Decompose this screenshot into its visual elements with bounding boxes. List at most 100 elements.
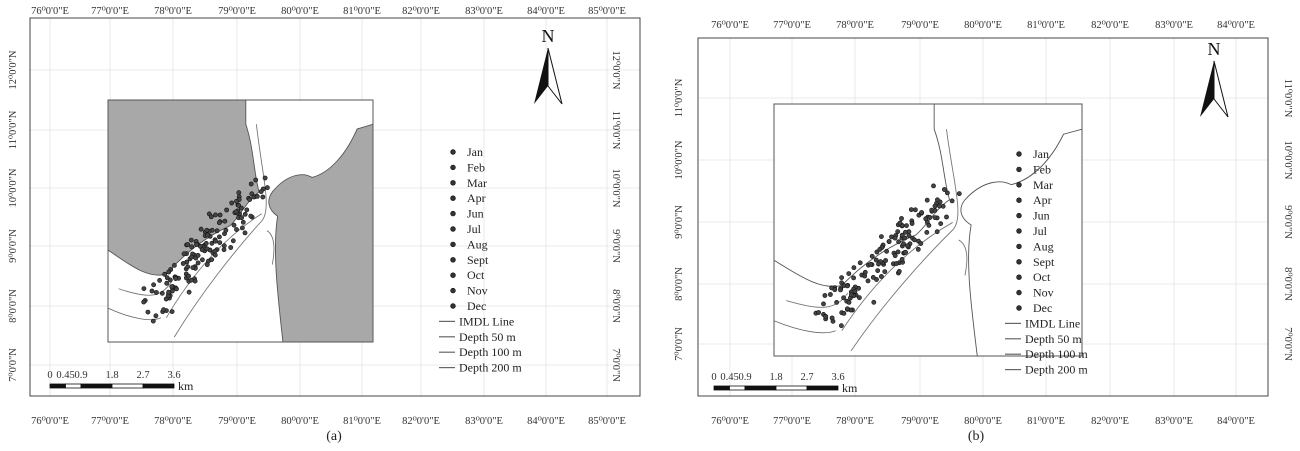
fishing-point xyxy=(869,253,875,259)
fishing-point xyxy=(166,289,171,295)
fishing-point xyxy=(956,191,962,197)
bottom-longitude-label: 81⁰0'0"E xyxy=(1027,416,1065,427)
fishing-point xyxy=(153,290,159,295)
north-label: N xyxy=(542,26,555,46)
fishing-point xyxy=(851,265,857,271)
legend-month-label: Jun xyxy=(1033,209,1050,223)
fishing-point xyxy=(845,283,850,289)
legend-month-label: Nov xyxy=(467,284,488,298)
fishing-point xyxy=(829,285,834,291)
fishing-point xyxy=(915,246,921,252)
top-longitude-label: 76⁰0'0"E xyxy=(711,20,749,31)
legend-marker xyxy=(450,226,456,232)
fishing-point xyxy=(188,277,194,283)
fishing-point xyxy=(834,299,839,305)
fishing-point xyxy=(906,233,912,239)
fishing-point xyxy=(166,269,172,275)
sri-lanka-landmass xyxy=(960,128,1083,357)
left-latitude-label: 8⁰0'0"N xyxy=(674,267,685,301)
legend-month-label: Aug xyxy=(467,237,488,251)
bottom-longitude-label: 77⁰0'0"E xyxy=(773,416,811,427)
top-longitude-label: 85⁰0'0"E xyxy=(588,6,626,17)
left-latitude-label: 12⁰0'0"N xyxy=(8,50,19,89)
legend-line-label: IMDL Line xyxy=(459,314,514,328)
fishing-point xyxy=(217,240,223,245)
legend-month-label: Jul xyxy=(467,222,482,236)
study-area-map xyxy=(773,103,1083,357)
fishing-point xyxy=(199,257,205,263)
right-latitude-label: 11⁰0'0"N xyxy=(610,111,621,150)
scale-number: 0 xyxy=(47,370,52,381)
fishing-point xyxy=(852,288,858,294)
fishing-point xyxy=(884,248,889,254)
fishing-point xyxy=(901,241,906,247)
bottom-longitude-label: 79⁰0'0"E xyxy=(901,416,939,427)
legend-line-label: Depth 200 m xyxy=(1025,363,1088,377)
bottom-longitude-label: 79⁰0'0"E xyxy=(218,416,256,427)
top-longitude-label: 77⁰0'0"E xyxy=(91,6,129,17)
legend-marker xyxy=(450,257,456,263)
map-panel-1: 76⁰0'0"E 77⁰0'0"E 78⁰0'0"E 79⁰0'0"E 80⁰0'0"E… xyxy=(8,6,641,444)
legend-marker xyxy=(1016,274,1022,280)
right-latitude-label: 9⁰0'0"N xyxy=(1282,205,1293,239)
fishing-point xyxy=(879,234,884,239)
fishing-point xyxy=(208,214,214,220)
fishing-point xyxy=(195,260,201,266)
fishing-points xyxy=(141,175,270,324)
bottom-longitude-label: 85⁰0'0"E xyxy=(588,416,626,427)
fishing-point xyxy=(838,287,843,293)
legend-month-label: Jan xyxy=(1033,147,1049,161)
fishing-point xyxy=(945,190,950,196)
scale-number: 0.45 xyxy=(720,372,738,383)
legend-month-label: Jun xyxy=(467,207,484,221)
fishing-point xyxy=(841,295,846,301)
india-landmass xyxy=(773,103,951,287)
fishing-point xyxy=(209,257,215,262)
top-longitude-label: 83⁰0'0"E xyxy=(1155,20,1193,31)
fishing-point xyxy=(932,207,938,213)
left-latitude-label: 7⁰0'0"N xyxy=(674,327,685,361)
fishing-point xyxy=(949,198,955,204)
legend-line-label: Depth 50 m xyxy=(1025,332,1082,346)
right-latitude-label: 8⁰0'0"N xyxy=(610,289,621,323)
fishing-point xyxy=(214,228,220,234)
scale-unit: km xyxy=(842,381,858,395)
fishing-point xyxy=(932,203,938,209)
fishing-point xyxy=(151,282,156,288)
fishing-point xyxy=(918,241,924,246)
scale-unit: km xyxy=(178,379,194,393)
fishing-point xyxy=(189,254,194,260)
fishing-point xyxy=(236,190,242,196)
legend-month-label: Jul xyxy=(1033,224,1048,238)
fishing-point xyxy=(198,226,204,232)
legend-month-label: Feb xyxy=(1033,162,1051,176)
left-latitude-label: 11⁰0'0"N xyxy=(8,110,19,149)
fishing-point xyxy=(935,197,940,203)
fishing-point xyxy=(823,314,829,319)
left-latitude-label: 11⁰0'0"N xyxy=(674,78,685,117)
fishing-point xyxy=(919,210,924,215)
fishing-point xyxy=(879,274,884,279)
fishing-point xyxy=(912,237,917,243)
legend-month-label: Sept xyxy=(467,253,489,267)
fishing-point xyxy=(194,242,199,247)
fishing-point xyxy=(234,227,239,232)
fishing-point xyxy=(159,290,165,296)
fishing-point xyxy=(145,309,151,315)
top-longitude-label: 76⁰0'0"E xyxy=(31,6,69,17)
legend-month-label: Apr xyxy=(1033,193,1052,207)
fishing-point xyxy=(845,306,850,312)
fishing-point xyxy=(892,253,898,259)
study-area-map xyxy=(107,99,374,343)
fishing-point xyxy=(249,191,255,197)
fishing-point xyxy=(260,194,266,200)
right-latitude-label: 10⁰0'0"N xyxy=(610,169,621,208)
fishing-point xyxy=(203,240,209,246)
fishing-point xyxy=(909,221,915,226)
bottom-longitude-label: 81⁰0'0"E xyxy=(343,416,381,427)
fishing-point xyxy=(899,256,905,262)
fishing-point xyxy=(248,213,254,219)
legend-marker xyxy=(450,241,456,248)
fishing-point xyxy=(264,185,270,191)
